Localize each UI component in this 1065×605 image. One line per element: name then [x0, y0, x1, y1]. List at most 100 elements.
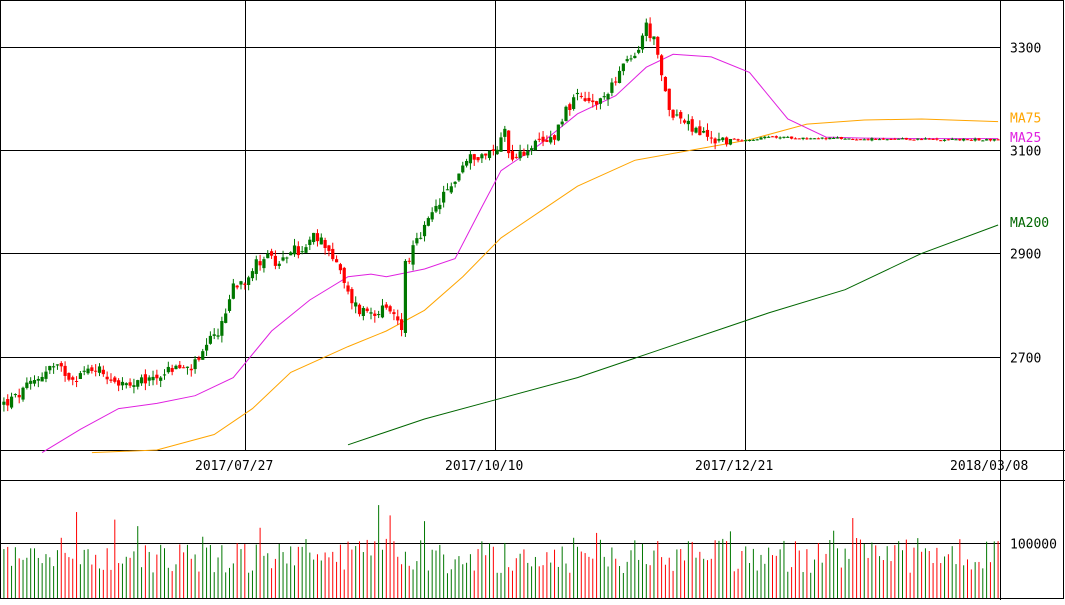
candle-body [189, 368, 193, 371]
candle-body [227, 299, 232, 311]
candle-body [954, 139, 958, 141]
candle-body [916, 138, 920, 140]
candle-body [331, 248, 335, 260]
candle-body [105, 376, 109, 380]
candle-body [396, 316, 400, 321]
candle-body [117, 380, 121, 386]
candle-body [281, 257, 285, 261]
candle-body [304, 247, 308, 253]
candle-body [277, 263, 281, 266]
candle-body [464, 160, 469, 166]
candle-body [832, 137, 836, 139]
candle-body [285, 257, 289, 259]
candle-body [403, 260, 408, 333]
candle-body [614, 81, 618, 83]
candle-body [442, 191, 446, 203]
candle-body [507, 130, 511, 154]
candle-body [923, 138, 928, 140]
candle-body [162, 374, 167, 376]
candle-body [82, 370, 86, 372]
candle-body [617, 70, 622, 84]
candle-body [48, 365, 52, 371]
candle-body [491, 149, 495, 151]
candle-body [384, 304, 388, 308]
candle-body [201, 351, 205, 360]
candle-body [476, 157, 480, 161]
candle-body [346, 285, 350, 292]
candle-body [790, 136, 794, 139]
candle-body [21, 387, 25, 400]
ma25-line [41, 53, 999, 454]
candle-body [981, 140, 985, 142]
candle-body [579, 95, 583, 97]
candle-body [17, 394, 21, 398]
ma75-label: MA75 [1010, 111, 1041, 126]
candle-body [778, 137, 782, 139]
candle-body [377, 314, 381, 316]
candle-body [725, 137, 729, 145]
candle-body [426, 218, 430, 226]
candle-body [342, 267, 346, 283]
candle-body [717, 138, 721, 141]
candle-body [728, 138, 733, 145]
candle-body [633, 55, 637, 59]
candle-body [786, 136, 790, 138]
candle-body [185, 366, 190, 368]
candle-body [763, 136, 767, 139]
candle-body [166, 366, 170, 373]
axis-labels: 2017/07/27 2017/10/10 2017/12/21 2018/03/08… [195, 42, 1057, 553]
candle-body [434, 205, 438, 212]
candle-body [935, 138, 939, 140]
candle-body [866, 139, 870, 141]
candle-body [461, 165, 465, 173]
candle-body [415, 238, 419, 244]
candle-body [942, 139, 947, 141]
candle-body [289, 252, 293, 256]
candle-body [679, 112, 683, 119]
ma200-line [347, 224, 999, 446]
candle-body [327, 245, 331, 251]
candle-body [139, 377, 144, 384]
candle-body [656, 36, 660, 55]
candle-body [113, 377, 117, 382]
candle-body [247, 277, 251, 285]
candle-body [499, 137, 503, 152]
candle-body [721, 137, 725, 141]
candle-body [323, 239, 327, 248]
candle-body [713, 138, 717, 144]
candle-body [950, 138, 954, 140]
candle-body [877, 139, 882, 141]
volume-bars [3, 505, 999, 598]
candle-body [170, 367, 174, 372]
candle-body [969, 139, 973, 141]
candle-body [67, 372, 71, 380]
candle-body [958, 138, 962, 141]
volume-tick-label: 100000 [1010, 538, 1057, 553]
candle-body [503, 128, 507, 137]
candle-body [855, 139, 859, 141]
candle-body [266, 253, 270, 259]
candle-body [939, 140, 943, 142]
candle-body [94, 370, 98, 372]
candle-body [212, 334, 216, 336]
candle-body [732, 138, 736, 140]
candle-body [204, 344, 209, 351]
candle-body [881, 138, 885, 140]
candle-body [484, 153, 488, 156]
candle-body [621, 63, 625, 72]
candle-body [774, 136, 778, 138]
candle-body [862, 139, 866, 141]
candle-body [767, 136, 771, 138]
candle-body [319, 237, 323, 245]
candle-body [946, 139, 950, 141]
ma200-label: MA200 [1010, 216, 1049, 231]
candle-body [747, 140, 752, 142]
candle-body [736, 139, 740, 141]
candle-body [350, 289, 354, 304]
candle-body [671, 109, 675, 118]
candle-body [369, 312, 373, 314]
candle-body [801, 137, 805, 140]
candle-body [568, 104, 572, 111]
candle-body [399, 319, 404, 331]
candle-body [897, 138, 901, 140]
